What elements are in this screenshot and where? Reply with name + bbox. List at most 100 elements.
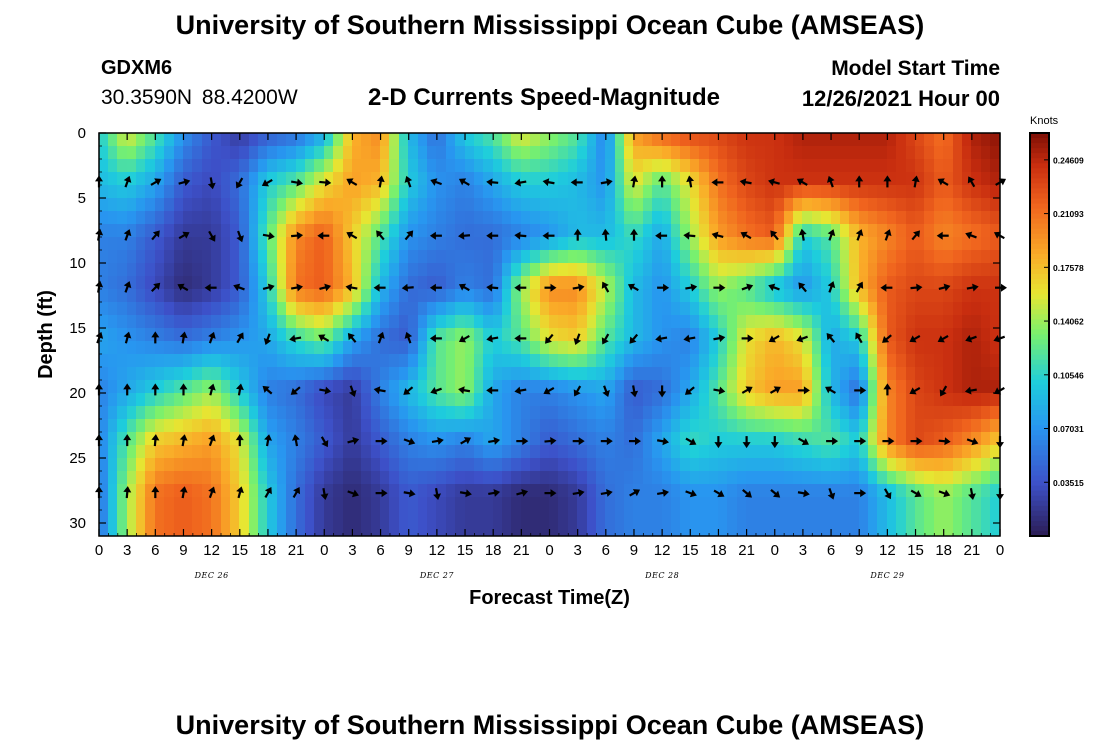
heatmap-cell — [361, 237, 373, 251]
colorbar-swatch — [1030, 133, 1049, 139]
heatmap-cell — [117, 445, 129, 459]
heatmap-cell — [221, 497, 232, 511]
arrow-head — [264, 434, 273, 441]
heatmap-cell — [605, 367, 617, 381]
heatmap-cell — [174, 471, 185, 485]
arrow-head — [522, 437, 529, 446]
heatmap-cell — [202, 458, 213, 472]
heatmap-cell — [587, 172, 598, 186]
heatmap-cell — [136, 328, 147, 342]
heatmap-cell — [793, 341, 804, 355]
current-arrow — [544, 489, 557, 498]
heatmap-cell — [887, 315, 898, 329]
heatmap-cell — [934, 146, 945, 160]
heatmap-cell — [624, 354, 635, 368]
heatmap-cell — [568, 354, 579, 368]
arrow-head — [465, 489, 472, 498]
current-arrow — [740, 231, 752, 240]
heatmap-cell — [802, 432, 814, 446]
heatmap-cell — [474, 263, 485, 277]
heatmap-cell — [474, 250, 485, 264]
heatmap-cell — [155, 302, 166, 316]
heatmap-cell — [643, 484, 654, 498]
heatmap-cell — [859, 419, 870, 433]
heatmap-cell — [249, 497, 260, 511]
heatmap-cell — [821, 159, 833, 173]
heatmap-cell — [174, 263, 185, 277]
heatmap-cell — [455, 328, 467, 342]
heatmap-cell — [455, 185, 467, 199]
heatmap-cell — [896, 367, 908, 381]
heatmap-cell — [99, 393, 110, 407]
heatmap-cell — [408, 510, 420, 524]
heatmap-cell — [502, 185, 513, 199]
heatmap-cell — [709, 159, 720, 173]
x-tick-label: 0 — [996, 542, 1004, 559]
colorbar-swatch — [1030, 163, 1049, 169]
heatmap-cell — [615, 263, 626, 277]
heatmap-cell — [558, 419, 570, 433]
colorbar-tick-label: 0.10546 — [1053, 370, 1084, 380]
heatmap-cell — [737, 341, 748, 355]
heatmap-cell — [624, 172, 635, 186]
current-arrow — [346, 178, 358, 186]
heatmap-cell — [643, 406, 654, 420]
current-arrow — [630, 385, 639, 398]
heatmap-cell — [183, 354, 194, 368]
heatmap-cell — [868, 159, 879, 173]
colorbar-swatch — [1030, 394, 1049, 401]
colorbar-swatch — [1030, 314, 1049, 320]
heatmap-cell — [793, 315, 804, 329]
current-arrow — [319, 178, 332, 187]
heatmap-cell — [587, 250, 598, 264]
heatmap-cell — [568, 523, 579, 537]
heatmap-cell — [774, 302, 786, 316]
heatmap-cell — [840, 497, 851, 511]
heatmap-cell — [465, 380, 476, 394]
heatmap-cell — [981, 341, 992, 355]
heatmap-cell — [446, 497, 457, 511]
heatmap-cell — [765, 315, 776, 329]
heatmap-cell — [877, 263, 889, 277]
heatmap-cell — [896, 328, 908, 342]
heatmap-cell — [596, 276, 607, 290]
arrow-head — [376, 175, 385, 183]
heatmap-cell — [286, 159, 298, 173]
heatmap-cell — [680, 367, 692, 381]
heatmap-cell — [521, 185, 532, 199]
heatmap-cell — [530, 159, 542, 173]
heatmap-cell — [380, 185, 391, 199]
heatmap-cell — [718, 159, 729, 173]
heatmap-cell — [183, 510, 194, 524]
heatmap-cell — [915, 198, 926, 212]
heatmap-cell — [333, 185, 345, 199]
current-arrow — [516, 437, 529, 446]
heatmap-cell — [981, 458, 992, 472]
heatmap-cell — [849, 172, 861, 186]
current-arrow — [883, 175, 892, 188]
heatmap-cell — [530, 510, 542, 524]
heatmap-cell — [915, 237, 926, 251]
current-arrow — [655, 231, 668, 240]
heatmap-cell — [962, 211, 973, 225]
heatmap-cell — [624, 133, 635, 147]
heatmap-cell — [877, 315, 889, 329]
heatmap-cell — [277, 224, 288, 238]
heatmap-cell — [127, 341, 138, 355]
heatmap-cell — [389, 237, 401, 251]
heatmap-cell — [943, 133, 955, 147]
heatmap-cell — [108, 302, 119, 316]
heatmap-cell — [418, 510, 429, 524]
heatmap-cell — [868, 341, 879, 355]
heatmap-cell — [361, 393, 373, 407]
heatmap-cell — [286, 367, 298, 381]
heatmap-cell — [746, 237, 757, 251]
heatmap-cell — [314, 432, 326, 446]
colorbar-swatch — [1030, 243, 1049, 250]
heatmap-cell — [802, 146, 814, 160]
heatmap-cell — [849, 484, 861, 498]
heatmap-cell — [408, 315, 420, 329]
y-tick-label: 0 — [78, 125, 86, 142]
heatmap-cell — [465, 315, 476, 329]
heatmap-cell — [709, 471, 720, 485]
